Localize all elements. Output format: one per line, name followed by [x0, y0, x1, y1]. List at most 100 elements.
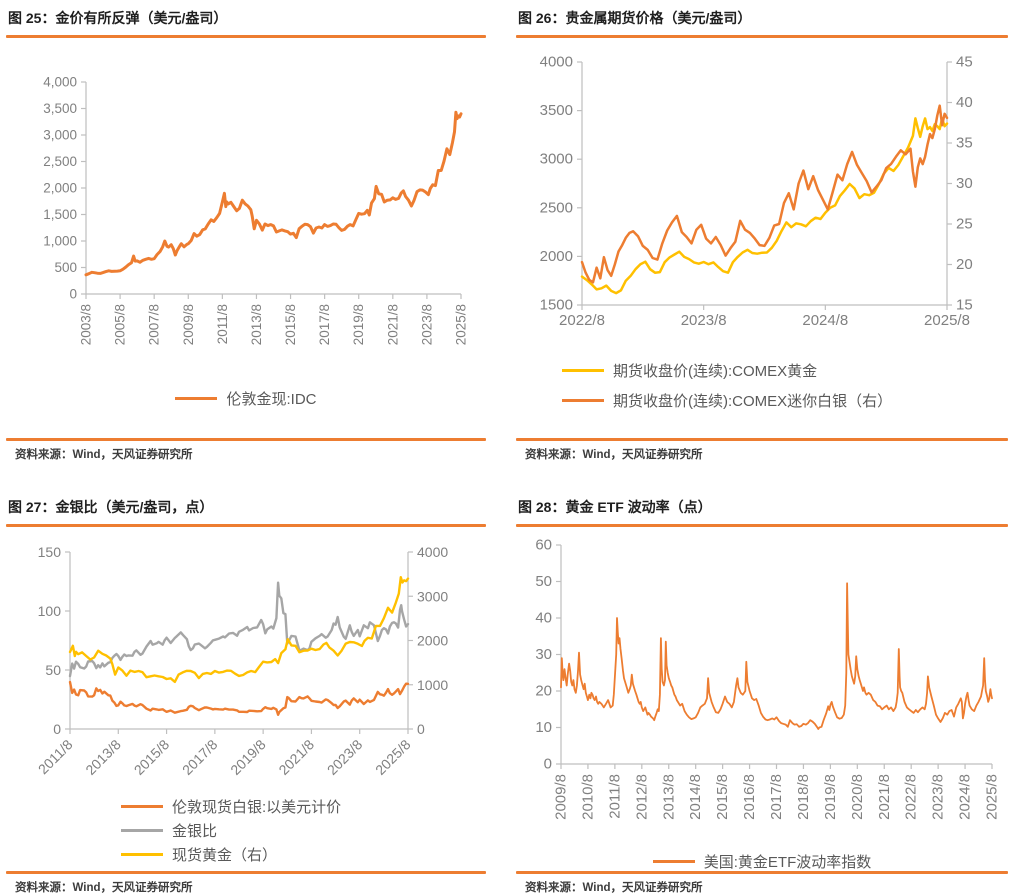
svg-text:0: 0 — [53, 721, 61, 737]
figure-28-panel: 图 28：黄金 ETF 波动率（点） 0 10 20 30 40 50 60 2009/8 20… — [516, 497, 1008, 896]
svg-text:30: 30 — [535, 646, 552, 663]
fig26-series-1 — [580, 104, 949, 284]
legend-item: 伦敦现货白银:以美元计价 — [121, 794, 486, 818]
svg-text:2017/8: 2017/8 — [179, 736, 221, 778]
svg-text:3,000: 3,000 — [43, 128, 77, 143]
svg-text:2015/8: 2015/8 — [283, 304, 298, 345]
figure-25-title: 图 25：金价有所反弹（美元/盎司） — [8, 10, 228, 26]
figure-26-title: 图 26：贵金属期货价格（美元/盎司） — [518, 10, 752, 26]
fig27-series-2 — [68, 576, 410, 684]
fig27-series-1 — [68, 680, 410, 717]
figure-28-chart: 0 10 20 30 40 50 60 2009/8 2010/8 2011/8 2012/8 201… — [516, 535, 1008, 871]
figure-26-panel: 图 26：贵金属期货价格（美元/盎司） 1500 2000 2500 3000 3500… — [516, 8, 1008, 463]
svg-text:2015/8: 2015/8 — [714, 774, 731, 820]
svg-text:2017/8: 2017/8 — [768, 774, 785, 820]
svg-text:30: 30 — [956, 175, 973, 192]
legend-item: 期货收盘价(连续):COMEX迷你白银（右） — [562, 385, 1008, 415]
svg-text:25: 25 — [956, 216, 973, 233]
svg-text:2017/8: 2017/8 — [317, 304, 332, 345]
svg-text:50: 50 — [535, 573, 552, 590]
svg-text:2022/8: 2022/8 — [559, 312, 605, 329]
figure-27-source-rule — [6, 871, 486, 874]
legend-label: 美国:黄金ETF波动率指数 — [703, 853, 872, 871]
legend-line-swatch — [175, 396, 218, 400]
figure-28-source: 资料来源：Wind，天风证券研究所 — [525, 882, 703, 894]
legend-line-swatch — [121, 852, 163, 856]
svg-text:1,000: 1,000 — [43, 234, 77, 249]
svg-text:3500: 3500 — [540, 102, 573, 119]
svg-text:40: 40 — [956, 94, 973, 111]
legend-line-swatch — [121, 828, 163, 832]
svg-text:20: 20 — [956, 256, 973, 273]
svg-text:10: 10 — [535, 719, 552, 736]
svg-text:2011/8: 2011/8 — [35, 736, 76, 777]
figure-27-source: 资料来源：Wind，天风证券研究所 — [15, 882, 193, 894]
svg-text:2019/8: 2019/8 — [822, 774, 839, 820]
legend-label: 期货收盘价(连续):COMEX黄金 — [613, 362, 818, 380]
svg-text:2500: 2500 — [540, 199, 573, 216]
svg-text:2014/8: 2014/8 — [687, 774, 704, 820]
legend-item: 伦敦金现:IDC — [175, 387, 317, 409]
fig27-series-0 — [68, 581, 410, 678]
svg-text:3,500: 3,500 — [43, 101, 77, 116]
svg-text:15: 15 — [956, 297, 973, 314]
legend-label: 现货黄金（右） — [172, 846, 278, 864]
svg-text:2009/8: 2009/8 — [181, 304, 196, 345]
svg-text:2013/8: 2013/8 — [82, 736, 124, 778]
svg-text:1500: 1500 — [540, 297, 573, 314]
figure-27-title-rule — [6, 524, 486, 527]
svg-text:2018/8: 2018/8 — [795, 774, 812, 820]
svg-text:2019/8: 2019/8 — [351, 304, 366, 345]
fig27-legend: 伦敦现货白银:以美元计价 金银比 现货黄金（右） — [6, 794, 486, 866]
svg-text:2010/8: 2010/8 — [579, 774, 596, 820]
figure-26-title-rule — [516, 35, 1008, 38]
svg-text:2024/8: 2024/8 — [802, 312, 848, 329]
svg-text:2022/8: 2022/8 — [903, 774, 920, 820]
figure-25-panel: 图 25：金价有所反弹（美元/盎司） 0 500 1,000 1,500 2,000 2,… — [6, 8, 486, 463]
legend-label: 期货收盘价(连续):COMEX迷你白银（右） — [613, 392, 893, 410]
svg-text:2011/8: 2011/8 — [606, 774, 623, 819]
fig25-legend: 伦敦金现:IDC — [6, 387, 486, 409]
svg-text:45: 45 — [956, 54, 973, 71]
fig26-canvas: 1500 2000 2500 3000 3500 4000 15 20 25 30 35 40 45 20… — [540, 54, 973, 330]
svg-text:2023/8: 2023/8 — [324, 736, 366, 778]
svg-text:2025/8: 2025/8 — [924, 312, 970, 329]
svg-text:2011/8: 2011/8 — [215, 304, 230, 344]
fig28-legend: 美国:黄金ETF波动率指数 — [516, 850, 1008, 872]
svg-text:2025/8: 2025/8 — [984, 774, 1001, 820]
svg-text:60: 60 — [535, 537, 552, 554]
fig25-canvas: 0 500 1,000 1,500 2,000 2,500 3,000 3,500 4,000 2… — [43, 75, 469, 346]
legend-label: 伦敦现货白银:以美元计价 — [172, 798, 342, 816]
svg-text:2024/8: 2024/8 — [957, 774, 974, 820]
svg-text:2003/8: 2003/8 — [79, 304, 94, 345]
svg-text:35: 35 — [956, 135, 973, 152]
svg-text:4000: 4000 — [417, 544, 448, 560]
svg-text:2023/8: 2023/8 — [419, 304, 434, 345]
figure-28-source-rule — [516, 871, 1008, 874]
fig25-series-0 — [84, 110, 463, 277]
svg-text:2023/8: 2023/8 — [681, 312, 727, 329]
legend-line-swatch — [652, 859, 695, 863]
legend-label: 伦敦金现:IDC — [226, 390, 317, 408]
fig28-series-0 — [560, 582, 993, 730]
svg-text:0: 0 — [417, 721, 425, 737]
figure-27-title: 图 27：金银比（美元/盎司，点） — [8, 499, 214, 515]
svg-text:2015/8: 2015/8 — [131, 736, 173, 778]
svg-text:50: 50 — [45, 662, 61, 678]
fig26-legend: 期货收盘价(连续):COMEX黄金期货收盘价(连续):COMEX迷你白银（右） — [516, 355, 1008, 415]
svg-text:1,500: 1,500 — [43, 207, 77, 222]
svg-text:2005/8: 2005/8 — [113, 304, 128, 345]
svg-text:2019/8: 2019/8 — [227, 736, 269, 778]
figure-25-source-rule — [6, 438, 486, 441]
svg-text:2025/8: 2025/8 — [454, 304, 469, 345]
svg-text:2000: 2000 — [540, 248, 573, 265]
figure-26-chart: 1500 2000 2500 3000 3500 4000 15 20 25 30 35 40 45 20… — [516, 46, 1008, 438]
svg-text:2025/8: 2025/8 — [372, 736, 414, 778]
svg-text:2007/8: 2007/8 — [147, 304, 162, 345]
legend-line-swatch — [562, 368, 604, 372]
figure-26-source: 资料来源：Wind，天风证券研究所 — [525, 449, 703, 461]
svg-text:2000: 2000 — [417, 633, 448, 649]
svg-text:2,500: 2,500 — [43, 154, 77, 169]
svg-text:1000: 1000 — [417, 677, 448, 693]
svg-text:3000: 3000 — [540, 151, 573, 168]
